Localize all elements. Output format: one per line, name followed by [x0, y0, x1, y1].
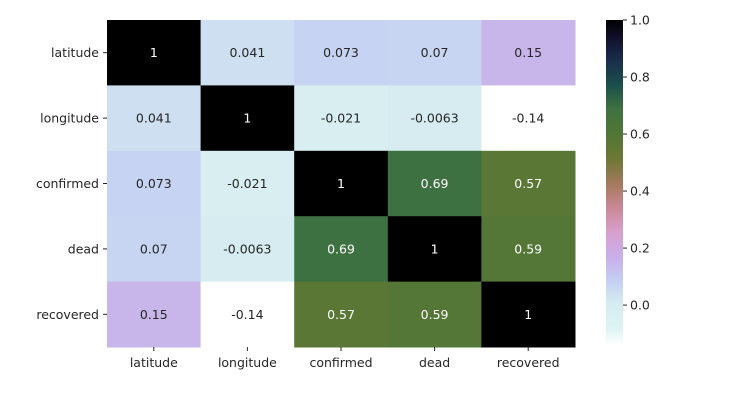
colorbar-tick-label: 0.2 — [630, 241, 650, 256]
colorbar-tick-label: 0.0 — [630, 298, 650, 313]
cell-annotation: -0.021 — [321, 111, 361, 126]
heatmap-cell — [481, 150, 576, 217]
x-axis: latitude longitude confirmed dead recovered — [130, 347, 560, 370]
cell-annotation: 0.041 — [136, 111, 172, 126]
x-tick-label: confirmed — [309, 355, 372, 370]
heatmap-cell — [107, 150, 202, 217]
cell-annotation: -0.021 — [227, 176, 267, 191]
heatmap-cell — [294, 150, 389, 217]
heatmap-cell — [294, 85, 389, 152]
colorbar-tick-label: 0.6 — [630, 127, 650, 142]
heatmap-annotations: 1 0.041 0.073 0.07 0.15 0.041 1 -0.021 -0.0063 -0… — [136, 45, 545, 322]
heatmap-cell — [481, 216, 576, 283]
cell-annotation: 0.59 — [421, 307, 449, 322]
cell-annotation: -0.14 — [231, 307, 263, 322]
heatmap-cell — [387, 281, 482, 348]
y-tick-label: dead — [68, 241, 99, 256]
heatmap-cell — [387, 216, 482, 283]
heatmap-cell — [294, 216, 389, 283]
cell-annotation: -0.0063 — [223, 241, 271, 256]
cell-annotation: 1 — [431, 241, 439, 256]
colorbar-tick-label: 0.4 — [630, 184, 650, 199]
cell-annotation: 0.15 — [514, 45, 542, 60]
heatmap-cell — [481, 85, 576, 152]
cell-annotation: 0.041 — [230, 45, 266, 60]
cell-annotation: 1 — [243, 111, 251, 126]
cell-annotation: 1 — [524, 307, 532, 322]
x-tick-label: longitude — [218, 355, 277, 370]
y-tick-label: recovered — [36, 307, 99, 322]
heatmap-cell — [107, 216, 202, 283]
heatmap-cell — [200, 281, 295, 348]
heatmap-cell — [387, 150, 482, 217]
heatmap-cell — [387, 85, 482, 152]
cell-annotation: 0.07 — [140, 241, 168, 256]
heatmap-cell — [294, 20, 389, 86]
cell-annotation: 0.57 — [327, 307, 355, 322]
heatmap-cells — [107, 20, 576, 348]
cell-annotation: 0.57 — [514, 176, 542, 191]
colorbar-gradient — [606, 20, 623, 345]
heatmap-cell — [481, 281, 576, 348]
cell-annotation: 1 — [337, 176, 345, 191]
heatmap-cell — [200, 150, 295, 217]
cell-annotation: 1 — [150, 45, 158, 60]
heatmap-cell — [107, 20, 202, 86]
y-tick-label: longitude — [40, 111, 99, 126]
heatmap-cell — [481, 20, 576, 86]
colorbar-ticks: 0.0 0.2 0.4 0.6 0.8 1.0 — [623, 13, 650, 313]
heatmap-cell — [200, 20, 295, 86]
cell-annotation: -0.14 — [512, 111, 544, 126]
x-tick-label: recovered — [497, 355, 560, 370]
y-axis: latitude longitude confirmed dead recovered — [36, 45, 107, 322]
heatmap-cell — [200, 85, 295, 152]
heatmap-cell — [294, 281, 389, 348]
cell-annotation: 0.073 — [136, 176, 172, 191]
y-tick-label: latitude — [51, 45, 99, 60]
heatmap-cell — [200, 216, 295, 283]
x-tick-label: latitude — [130, 355, 178, 370]
cell-annotation: 0.59 — [514, 241, 542, 256]
cell-annotation: 0.073 — [323, 45, 359, 60]
cell-annotation: 0.15 — [140, 307, 168, 322]
colorbar-tick-label: 0.8 — [630, 70, 650, 85]
heatmap-cell — [107, 85, 202, 152]
y-tick-label: confirmed — [36, 176, 99, 191]
heatmap-cell — [107, 281, 202, 348]
colorbar — [606, 20, 623, 345]
heatmap-cell — [387, 20, 482, 86]
cell-annotation: -0.0063 — [410, 111, 458, 126]
cell-annotation: 0.07 — [421, 45, 449, 60]
x-tick-label: dead — [419, 355, 450, 370]
cell-annotation: 0.69 — [421, 176, 449, 191]
cell-annotation: 0.69 — [327, 241, 355, 256]
colorbar-tick-label: 1.0 — [630, 13, 650, 28]
